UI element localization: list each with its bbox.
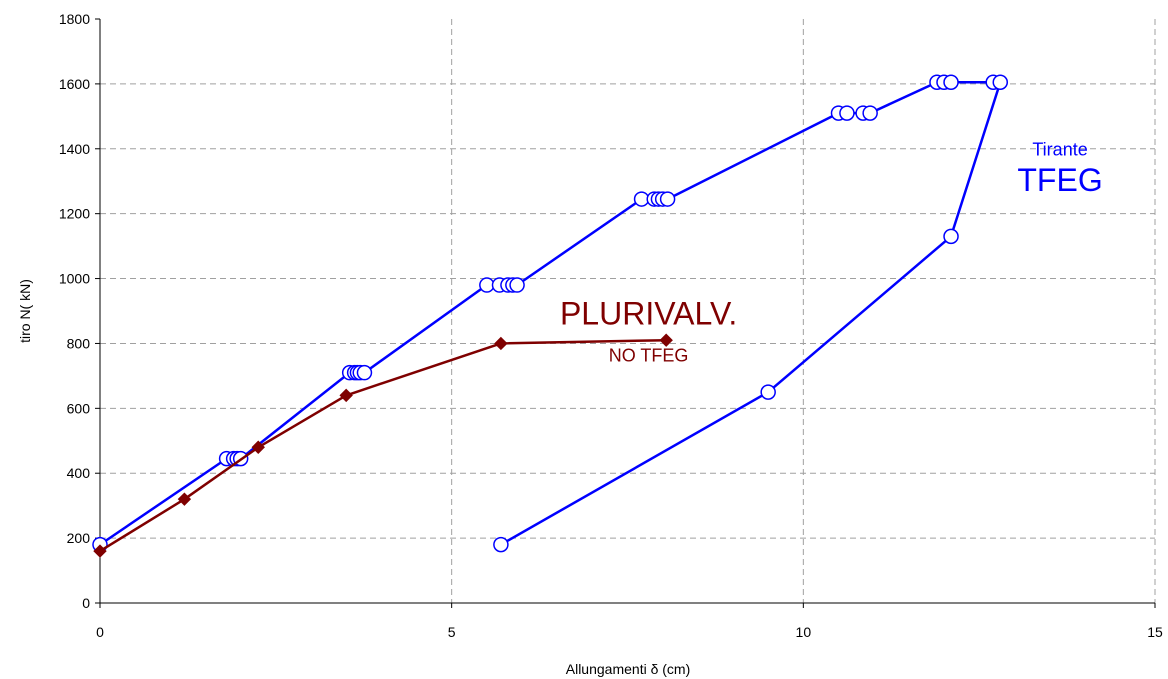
y-tick-label: 400 [67, 465, 91, 481]
y-tick-label: 600 [67, 400, 91, 416]
data-point [93, 544, 107, 558]
annotation-label: PLURIVALV. [560, 296, 737, 332]
data-point [943, 74, 959, 91]
axes [95, 18, 1156, 608]
x-tick-label: 5 [448, 624, 456, 640]
y-tick-label: 1000 [59, 271, 90, 287]
y-tick-label: 1800 [59, 11, 90, 27]
data-point [494, 336, 508, 351]
data-point [509, 277, 525, 293]
annotations: Tirante TFEG PLURIVALV. NO TFEG [560, 139, 1103, 365]
data-point [760, 384, 776, 400]
x-tick-label: 10 [796, 624, 812, 640]
y-tick-label: 200 [67, 530, 91, 546]
data-point [862, 105, 878, 121]
data-point [943, 228, 959, 245]
data-series [92, 74, 1009, 558]
x-tick-label: 15 [1147, 624, 1163, 640]
grid-lines [100, 19, 1156, 603]
data-point [356, 364, 373, 381]
series-line-2 [99, 338, 667, 553]
data-point [659, 191, 676, 207]
data-point [839, 105, 855, 121]
annotation-label: Tirante [1032, 139, 1087, 159]
annotation-label: NO TFEG [609, 345, 689, 365]
data-point [251, 440, 265, 454]
data-point [992, 74, 1009, 91]
y-axis-title: tiro N( kN) [17, 279, 33, 343]
data-point [177, 492, 192, 506]
x-tick-label: 0 [96, 624, 104, 640]
y-tick-label: 0 [82, 595, 90, 611]
data-point [493, 536, 509, 553]
tick-labels: 0 200 400 600 800 1000 1200 1400 1600 1800 0 5 10 15 [59, 11, 1163, 640]
x-axis-title: Allungamenti δ (cm) [566, 661, 691, 677]
data-point [339, 388, 353, 403]
data-point [479, 277, 495, 293]
annotation-label: TFEG [1017, 162, 1102, 198]
y-tick-label: 1400 [59, 141, 90, 157]
data-point [659, 333, 673, 347]
data-point [633, 191, 650, 207]
y-tick-label: 1600 [59, 76, 90, 92]
y-tick-label: 800 [67, 335, 91, 351]
y-tick-label: 1200 [59, 206, 90, 222]
